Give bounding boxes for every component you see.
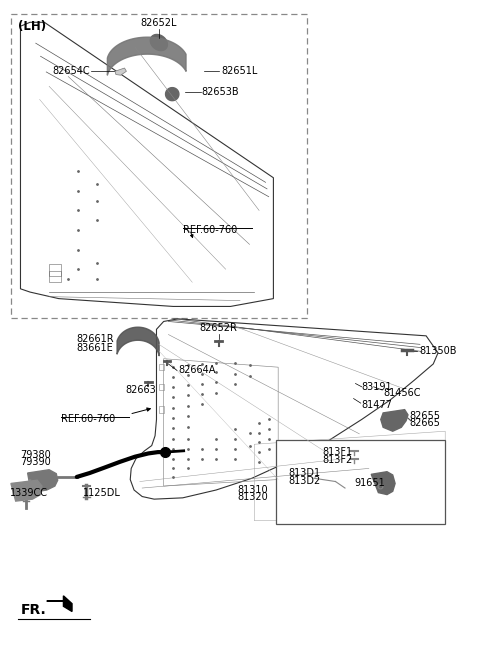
Text: 82652L: 82652L	[141, 18, 177, 28]
Text: REF.60-760: REF.60-760	[61, 414, 115, 424]
Text: 81320: 81320	[238, 493, 268, 502]
Text: 1339CC: 1339CC	[10, 487, 48, 498]
Text: 91651: 91651	[355, 478, 385, 489]
Text: 813F2: 813F2	[322, 455, 352, 465]
Text: 813D2: 813D2	[288, 476, 321, 486]
Text: (LH): (LH)	[18, 20, 46, 33]
Text: 79390: 79390	[21, 457, 51, 467]
Bar	[159, 364, 164, 371]
Polygon shape	[381, 409, 408, 431]
Text: 82653B: 82653B	[202, 87, 240, 96]
Text: 81477: 81477	[362, 400, 393, 410]
Text: 82651L: 82651L	[221, 66, 257, 76]
Polygon shape	[11, 480, 42, 501]
Polygon shape	[371, 472, 395, 495]
Text: 813D1: 813D1	[288, 468, 321, 478]
Polygon shape	[115, 68, 126, 75]
Text: 82664A: 82664A	[178, 365, 216, 375]
Bar	[276, 440, 445, 524]
Text: REF.60-760: REF.60-760	[183, 225, 237, 235]
Text: 82654C: 82654C	[52, 66, 90, 76]
FancyBboxPatch shape	[11, 14, 307, 318]
Polygon shape	[166, 88, 179, 100]
Text: 82665: 82665	[409, 418, 440, 428]
Bar	[159, 384, 164, 390]
Text: 83661E: 83661E	[77, 343, 114, 353]
Text: 82663: 82663	[125, 385, 156, 395]
Text: 82655: 82655	[409, 411, 441, 420]
Text: 82661R: 82661R	[76, 335, 114, 344]
Bar	[159, 406, 164, 413]
Text: 81456C: 81456C	[383, 388, 420, 398]
Text: 79380: 79380	[21, 450, 51, 460]
Text: FR.: FR.	[21, 604, 46, 617]
Text: 81310: 81310	[238, 485, 268, 495]
Text: 1125DL: 1125DL	[83, 487, 120, 498]
Polygon shape	[47, 596, 72, 611]
Polygon shape	[28, 470, 58, 491]
Text: 82652R: 82652R	[200, 323, 238, 333]
Bar	[49, 264, 61, 276]
Bar	[49, 270, 61, 282]
Text: 813F1: 813F1	[322, 447, 352, 457]
Polygon shape	[150, 35, 168, 51]
Text: 83191: 83191	[362, 382, 392, 392]
Text: 81350B: 81350B	[419, 346, 456, 356]
